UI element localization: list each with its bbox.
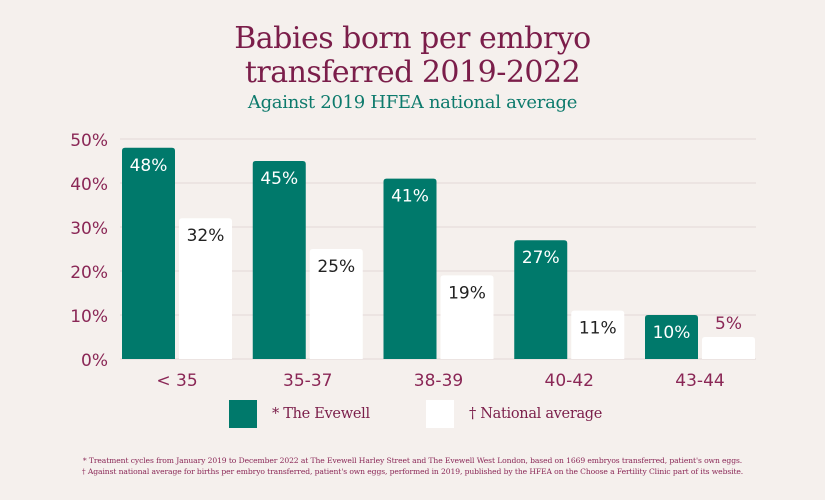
- value-label-national-3: 11%: [579, 319, 617, 339]
- y-tick-label: 0%: [81, 351, 108, 371]
- chart-subtitle: Against 2019 HFEA national average: [247, 92, 578, 113]
- value-label-national-2: 19%: [448, 283, 486, 303]
- chart-title: Babies born per embryo transferred 2019-…: [0, 22, 825, 90]
- y-tick-label: 50%: [70, 131, 108, 151]
- bar-evewell-0: [122, 147, 175, 359]
- value-label-national-4: 5%: [715, 314, 742, 334]
- x-tick-label: 35-37: [283, 371, 332, 391]
- bar-national-3: [571, 310, 625, 359]
- value-label-national-1: 25%: [317, 257, 355, 277]
- y-tick-label: 30%: [70, 219, 108, 239]
- value-label-evewell-2: 41%: [391, 187, 429, 207]
- legend-item-evewell: * The Evewell: [229, 400, 370, 428]
- y-tick-label: 20%: [70, 263, 108, 283]
- bar-evewell-2: [383, 178, 437, 359]
- bars: [122, 147, 755, 359]
- bar-national-2: [440, 275, 494, 359]
- legend-swatch-national: [426, 400, 454, 428]
- chart-title-line-2: transferred 2019-2022: [244, 55, 581, 90]
- x-tick-label: 43-44: [675, 371, 724, 391]
- value-label-national-0: 32%: [187, 226, 225, 246]
- x-tick-label: 40-42: [545, 371, 594, 391]
- value-label-evewell-4: 10%: [653, 323, 691, 343]
- bar-national-4: [702, 337, 755, 359]
- y-tick-label: 40%: [70, 175, 108, 195]
- bar-national-0: [179, 218, 232, 359]
- bar-national-1: [309, 249, 363, 359]
- bar-evewell-1: [252, 161, 306, 359]
- chart-title-line-1: Babies born per embryo: [234, 21, 591, 56]
- y-axis-ticks: 0% 10% 20% 30% 40% 50%: [70, 131, 108, 371]
- y-tick-label: 10%: [70, 307, 108, 327]
- legend-label-evewell: * The Evewell: [272, 406, 370, 422]
- legend-item-national: † National average: [426, 400, 602, 428]
- footnotes: * Treatment cycles from January 2019 to …: [0, 456, 825, 477]
- x-tick-label: 38-39: [414, 371, 463, 391]
- bar-evewell-4: [645, 315, 698, 359]
- value-label-evewell-3: 27%: [522, 248, 560, 268]
- legend-label-national: † National average: [469, 406, 603, 422]
- legend-swatch-evewell: [229, 400, 257, 428]
- x-axis-ticks: < 35 35-37 38-39 40-42 43-44: [156, 371, 724, 391]
- value-label-evewell-0: 48%: [130, 156, 168, 176]
- value-label-evewell-1: 45%: [260, 169, 298, 189]
- value-labels: 48% 32% 45% 25% 41% 19% 27% 11% 10% 5%: [130, 156, 742, 343]
- footnote-national: † Against national average for births pe…: [81, 466, 744, 476]
- footnote-evewell: * Treatment cycles from January 2019 to …: [82, 456, 743, 465]
- bar-evewell-3: [514, 240, 568, 359]
- x-tick-label: < 35: [156, 371, 197, 391]
